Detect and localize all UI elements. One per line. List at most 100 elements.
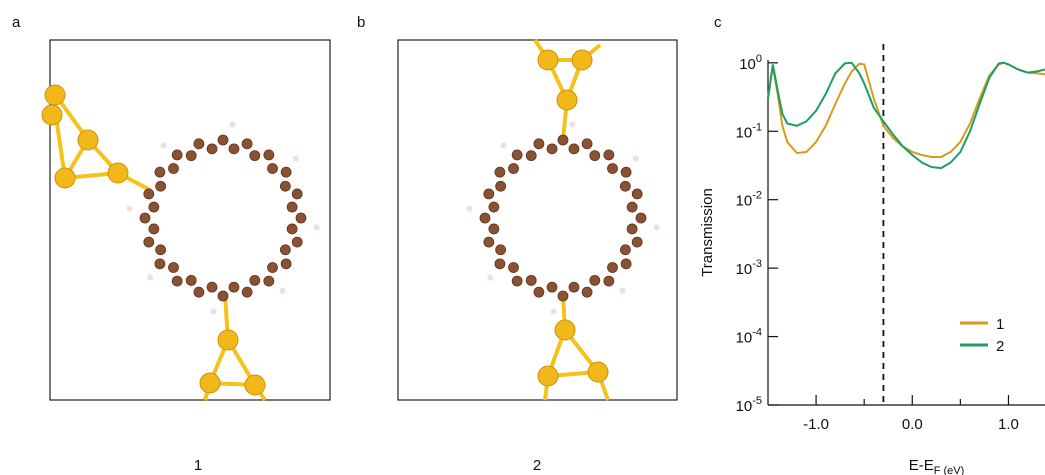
carbon [495, 259, 505, 269]
hydrogen [620, 288, 626, 294]
carbon [480, 213, 490, 223]
carbon [267, 262, 277, 272]
carbon [636, 213, 646, 223]
hydrogen [280, 288, 286, 294]
carbon [218, 135, 228, 145]
carbon [144, 237, 154, 247]
y-tick-label: 10-1 [736, 121, 762, 141]
series-line [768, 63, 1045, 168]
carbon [229, 282, 239, 292]
panel-letter: c [714, 14, 722, 31]
carbon [590, 275, 600, 285]
carbon [632, 237, 642, 247]
carbon [250, 151, 260, 161]
carbon [496, 245, 506, 255]
panel-frame [398, 40, 677, 400]
carbon [534, 287, 544, 297]
carbon [620, 245, 630, 255]
x-tick-label: -1.0 [803, 416, 829, 433]
carbon [280, 181, 290, 191]
carbon [287, 224, 297, 234]
hydrogen [160, 142, 166, 148]
y-tick-label: 10-3 [736, 258, 762, 278]
carbon [512, 276, 522, 286]
carbon [218, 291, 228, 301]
panel-caption: 1 [194, 457, 202, 474]
figure: a b c 1 2 10010-110-210-310-410-5-1.00.0… [0, 0, 1045, 475]
carbon [484, 237, 494, 247]
y-axis-label: Transmission [699, 188, 716, 277]
carbon [169, 164, 179, 174]
carbon [155, 259, 165, 269]
carbon [207, 282, 217, 292]
molecule [466, 40, 659, 400]
carbon [155, 167, 165, 177]
carbon [484, 189, 494, 199]
carbon [582, 287, 592, 297]
carbon [604, 276, 614, 286]
carbon [526, 151, 536, 161]
carbon [281, 259, 291, 269]
carbon [172, 276, 182, 286]
carbon [526, 275, 536, 285]
carbon [489, 224, 499, 234]
carbon [495, 167, 505, 177]
carbon [292, 189, 302, 199]
carbon [292, 237, 302, 247]
hydrogen [654, 224, 660, 230]
carbon [512, 150, 522, 160]
carbon [558, 135, 568, 145]
carbon [607, 164, 617, 174]
carbon [250, 275, 260, 285]
panel-letter: b [357, 14, 365, 31]
carbon [604, 150, 614, 160]
legend-label: 2 [996, 338, 1004, 355]
x-tick-label: 1.0 [998, 416, 1019, 433]
carbon [627, 202, 637, 212]
hydrogen [551, 309, 557, 315]
carbon [144, 189, 154, 199]
y-tick-label: 10-5 [736, 395, 762, 415]
carbon [509, 164, 519, 174]
carbon [287, 202, 297, 212]
hydrogen [229, 121, 235, 127]
x-axis-label: E-EF (eV) [909, 457, 965, 475]
carbon [496, 181, 506, 191]
carbon [242, 139, 252, 149]
y-tick-label: 100 [739, 53, 762, 73]
carbon [582, 139, 592, 149]
panel-caption: 2 [533, 457, 541, 474]
hydrogen [569, 121, 575, 127]
carbon [207, 144, 217, 154]
carbon [590, 151, 600, 161]
carbon [264, 150, 274, 160]
y-tick-label: 10-4 [736, 327, 762, 347]
hydrogen [147, 275, 153, 281]
hydrogen [633, 155, 639, 161]
carbon [281, 167, 291, 177]
series-line [768, 63, 1045, 157]
carbon [632, 189, 642, 199]
carbon [267, 164, 277, 174]
carbon [194, 139, 204, 149]
carbon [547, 144, 557, 154]
carbon [186, 275, 196, 285]
carbon [264, 276, 274, 286]
carbon [534, 139, 544, 149]
hydrogen [293, 155, 299, 161]
carbon [280, 245, 290, 255]
carbon [149, 224, 159, 234]
carbon [296, 213, 306, 223]
carbon [194, 287, 204, 297]
carbon [172, 150, 182, 160]
legend-label: 1 [996, 316, 1004, 333]
carbon [229, 144, 239, 154]
hydrogen [314, 224, 320, 230]
hydrogen [126, 206, 132, 212]
carbon [621, 259, 631, 269]
carbon [169, 262, 179, 272]
panel-letter: a [12, 14, 21, 31]
panel-frame [50, 40, 330, 400]
hydrogen [500, 142, 506, 148]
